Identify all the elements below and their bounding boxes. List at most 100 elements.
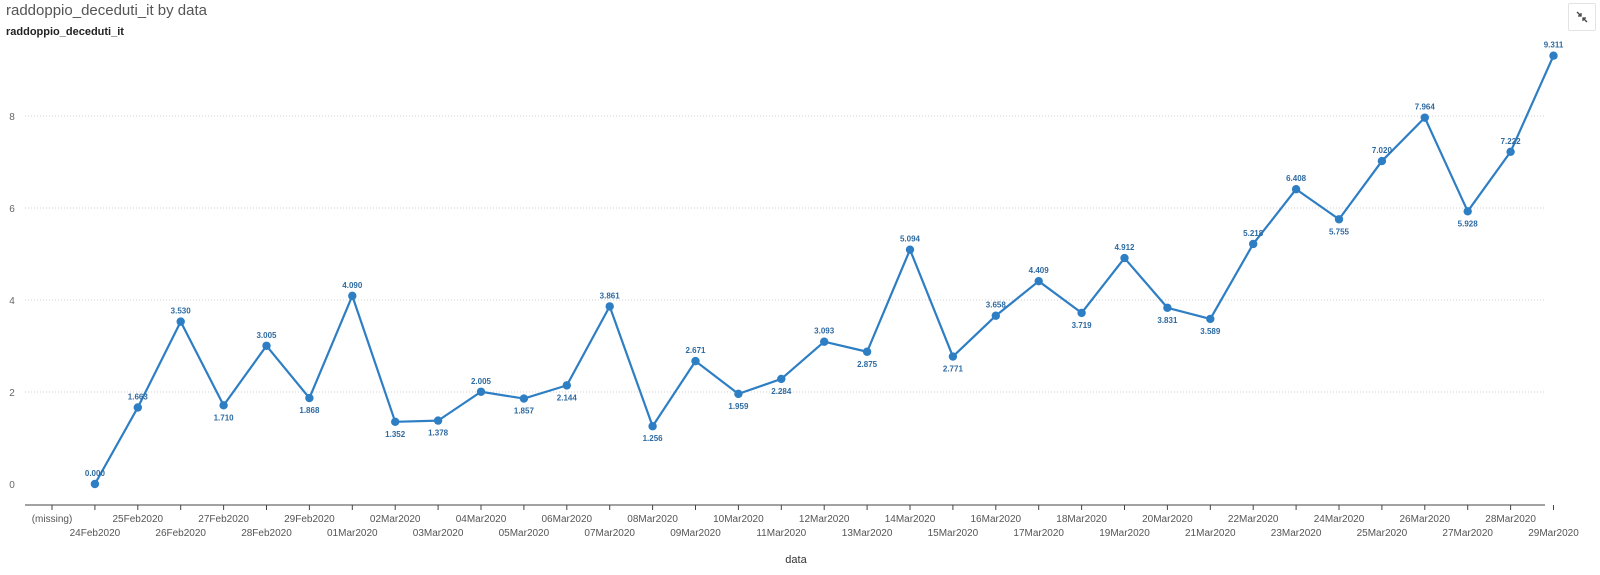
x-tick-label: 24Mar2020: [1314, 514, 1365, 525]
data-point: [476, 387, 486, 396]
data-label: 1.378: [428, 429, 449, 438]
label-layer: 0.000 1.663 3.530 1.710 3.005 1.868 4.090 1.352…: [85, 41, 1564, 478]
x-tick-label: 04Mar2020: [456, 514, 507, 525]
x-tick-label: 06Mar2020: [542, 514, 593, 525]
data-label: 3.861: [600, 291, 621, 300]
x-tick-label: 05Mar2020: [499, 528, 550, 539]
x-axis-label: data: [785, 554, 807, 566]
x-tick-label: 23Mar2020: [1271, 528, 1322, 539]
y-tick-label: 4: [9, 296, 15, 307]
data-point: [1420, 113, 1430, 122]
data-label: 7.964: [1415, 103, 1436, 112]
axis-layer: 0 2 4 6 8 (missing) 24Feb2020 25Feb2020 26Feb202…: [9, 112, 1579, 539]
data-label: 2.771: [943, 365, 964, 374]
data-point: [1249, 239, 1258, 249]
data-point: [133, 403, 142, 412]
data-point: [90, 479, 100, 489]
x-tick-label: 26Feb2020: [155, 528, 206, 539]
y-tick-label: 2: [9, 388, 15, 399]
x-tick-label: 10Mar2020: [713, 514, 764, 525]
data-point: [777, 374, 786, 384]
y-tick-label: 6: [9, 204, 15, 215]
data-point: [519, 394, 529, 403]
data-point: [176, 317, 185, 326]
data-label: 3.005: [256, 331, 277, 340]
data-label: 5.928: [1458, 219, 1479, 228]
data-label: 7.020: [1372, 146, 1393, 155]
data-point: [734, 389, 743, 399]
data-label: 5.755: [1329, 227, 1350, 236]
collapse-arrows-icon: [1576, 11, 1588, 23]
y-tick-label: 8: [9, 112, 15, 123]
data-label: 9.311: [1544, 41, 1564, 50]
x-tick-label: 15Mar2020: [928, 528, 979, 539]
data-point: [1334, 215, 1344, 224]
data-point: [305, 393, 314, 403]
x-tick-label: (missing): [32, 514, 73, 525]
data-label: 0.000: [85, 469, 106, 478]
data-point: [991, 311, 1000, 320]
x-tick-label: 14Mar2020: [885, 514, 936, 525]
data-point: [905, 245, 915, 254]
data-label: 5.218: [1243, 229, 1264, 238]
data-label: 5.094: [900, 235, 921, 244]
x-tick-label: 27Feb2020: [198, 514, 249, 525]
data-point: [1034, 276, 1043, 286]
data-label: 1.256: [643, 434, 664, 443]
x-tick-label: 03Mar2020: [413, 528, 464, 539]
data-label: 2.671: [685, 346, 706, 355]
data-label: 3.589: [1200, 327, 1221, 336]
data-point: [1291, 185, 1301, 194]
data-point: [1163, 303, 1172, 312]
x-tick-label: 28Feb2020: [241, 528, 292, 539]
x-tick-label: 19Mar2020: [1099, 528, 1150, 539]
grid-layer: [25, 115, 1545, 393]
data-label: 4.912: [1114, 243, 1135, 252]
data-point: [1463, 207, 1472, 216]
x-tick-label: 18Mar2020: [1056, 514, 1107, 525]
data-label: 1.352: [385, 430, 406, 439]
data-point: [862, 347, 872, 356]
y-tick-label: 0: [9, 480, 15, 491]
data-label: 2.284: [771, 387, 792, 396]
x-tick-label: 02Mar2020: [370, 514, 421, 525]
data-label: 3.530: [171, 307, 192, 316]
data-point: [1077, 308, 1086, 318]
x-tick-label: 27Mar2020: [1442, 528, 1493, 539]
data-label: 2.144: [557, 393, 578, 402]
data-label: 3.831: [1157, 316, 1178, 325]
data-point: [433, 416, 443, 425]
x-tick-label: 25Mar2020: [1357, 528, 1408, 539]
collapse-button[interactable]: [1568, 3, 1596, 31]
data-point: [691, 356, 700, 366]
data-point: [605, 302, 614, 311]
data-label: 1.663: [128, 393, 149, 402]
data-point: [820, 337, 829, 346]
data-point: [391, 417, 400, 427]
data-point: [262, 341, 271, 350]
data-label: 2.875: [857, 360, 878, 369]
data-label: 1.710: [214, 413, 235, 422]
chart-subtitle: raddoppio_deceduti_it: [6, 26, 124, 38]
x-tick-label: 08Mar2020: [627, 514, 678, 525]
chart-title: raddoppio_deceduti_it by data: [6, 2, 207, 19]
series-line: [93, 55, 1555, 485]
data-label: 4.409: [1029, 266, 1050, 275]
data-point: [1120, 253, 1129, 263]
data-point: [219, 401, 228, 410]
data-point: [948, 352, 958, 361]
x-tick-label: 13Mar2020: [842, 528, 893, 539]
x-tick-label: 20Mar2020: [1142, 514, 1193, 525]
x-tick-label: 26Mar2020: [1400, 514, 1451, 525]
data-point: [648, 422, 657, 431]
x-tick-label: 22Mar2020: [1228, 514, 1279, 525]
x-tick-label: 16Mar2020: [971, 514, 1022, 525]
data-point: [1206, 314, 1215, 324]
data-label: 3.719: [1072, 321, 1093, 330]
data-point: [1506, 147, 1515, 156]
data-point: [562, 381, 571, 390]
data-label: 3.658: [986, 301, 1007, 310]
data-point: [1549, 51, 1558, 60]
x-tick-label: 17Mar2020: [1013, 528, 1064, 539]
